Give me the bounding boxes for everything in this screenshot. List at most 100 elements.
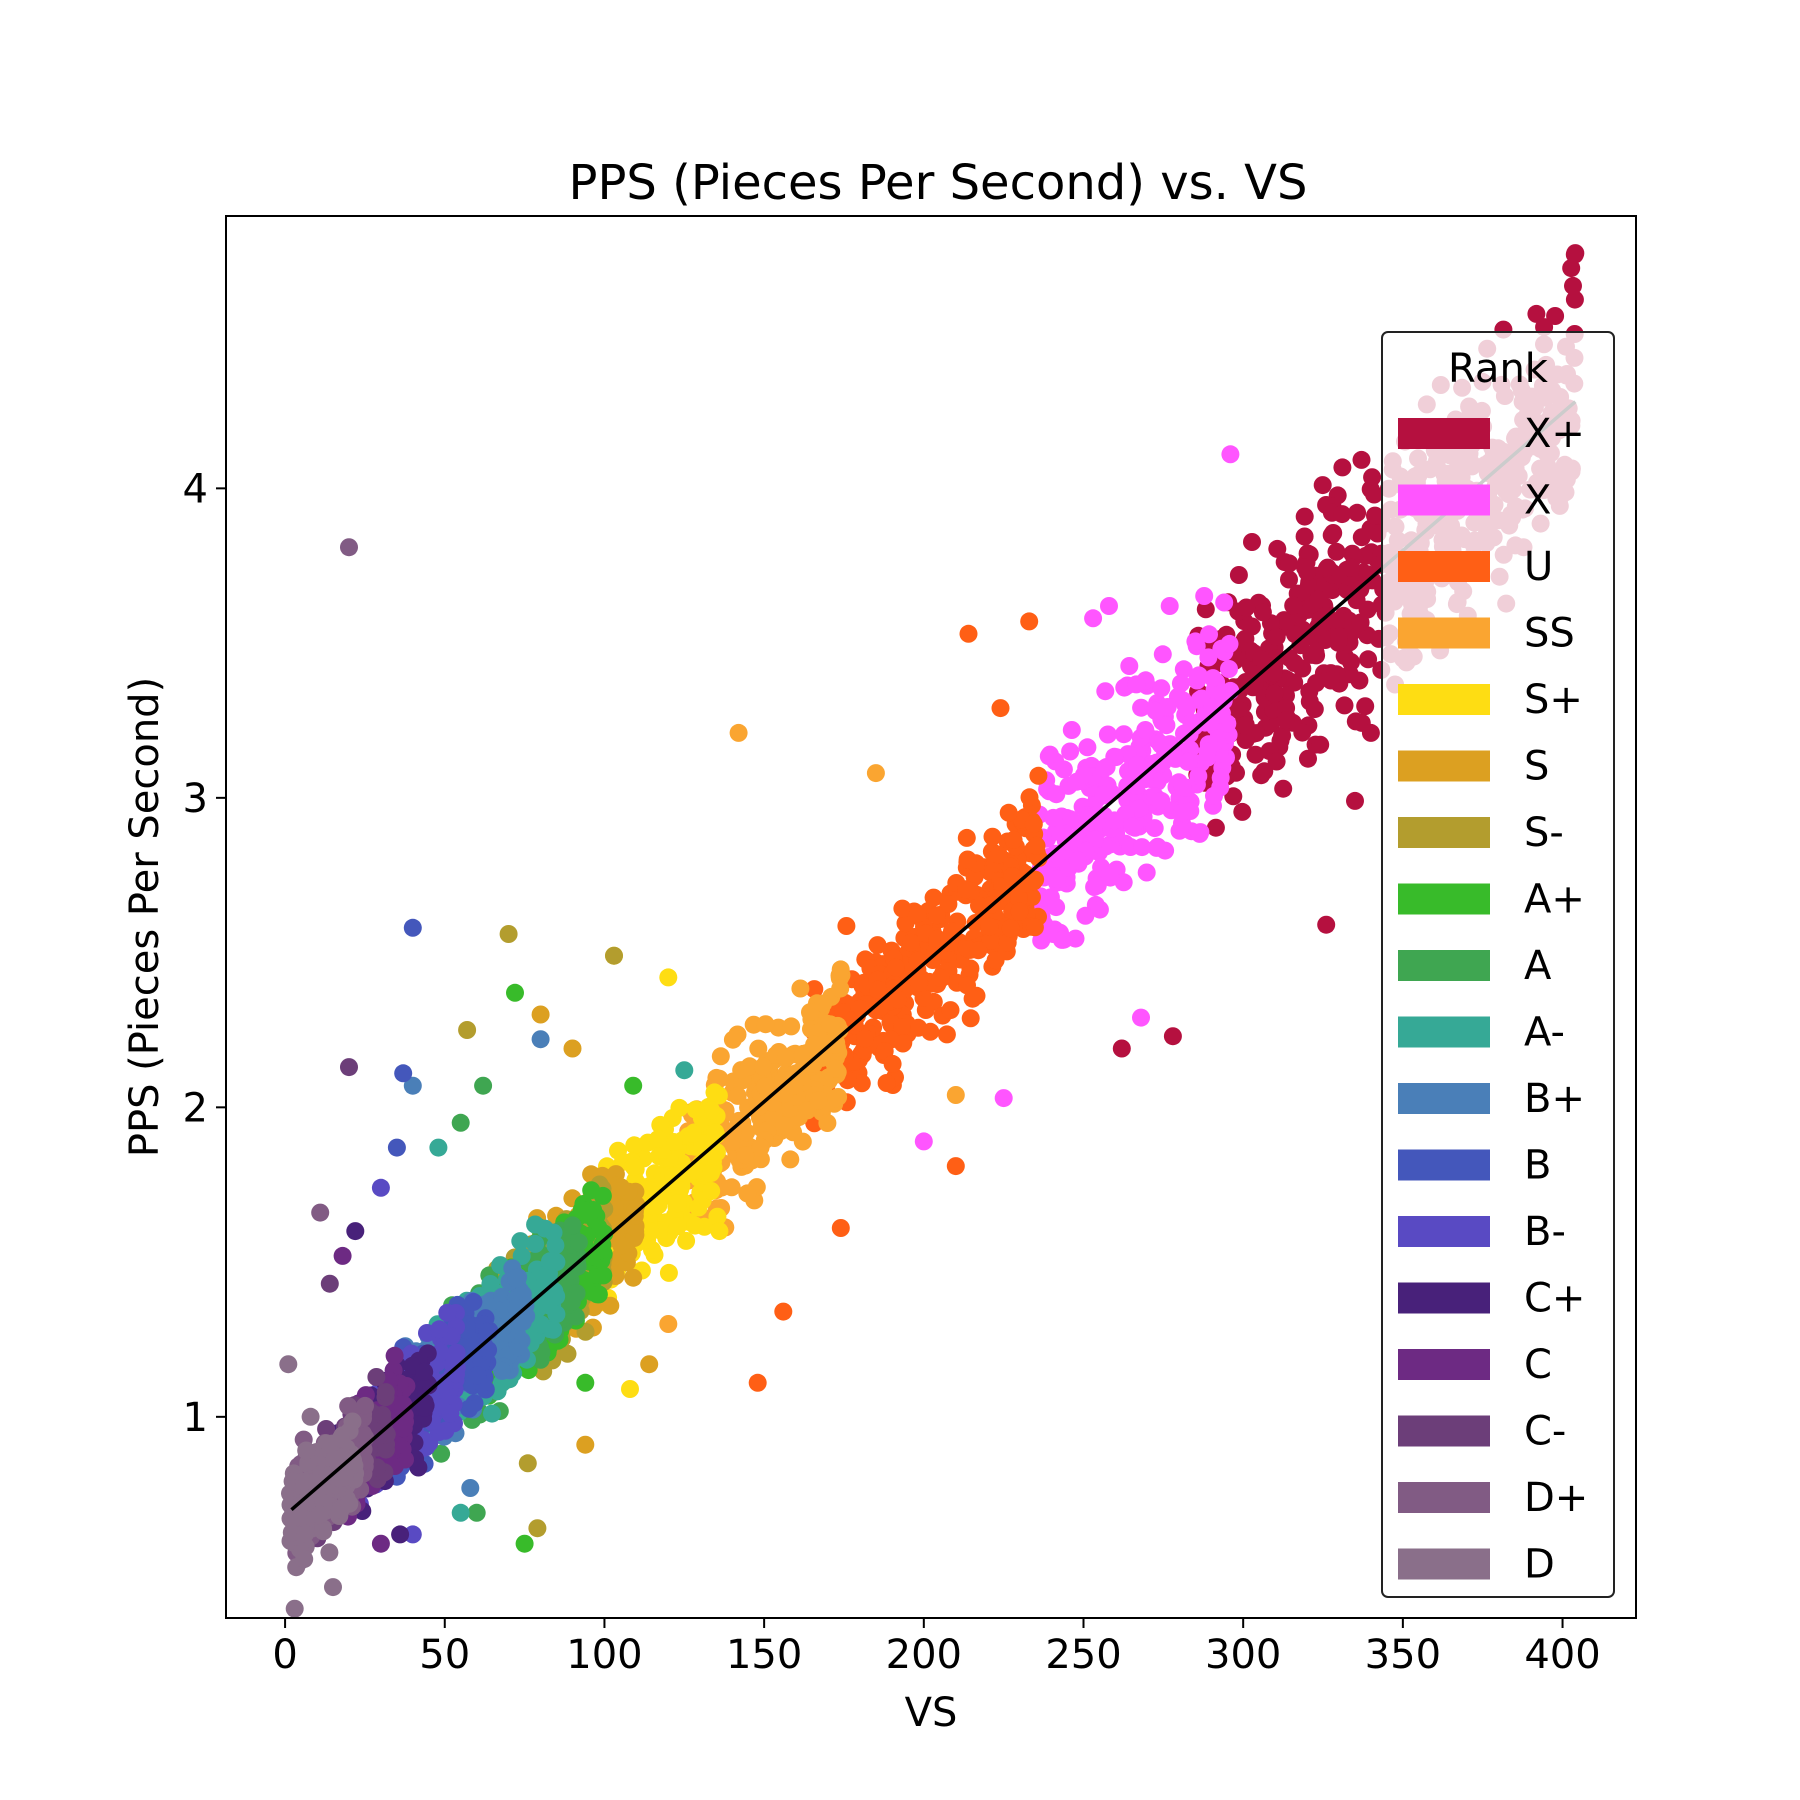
legend-label: D <box>1524 1542 1555 1588</box>
scatter-point <box>415 1398 434 1417</box>
scatter-point <box>1342 653 1360 671</box>
scatter-point <box>385 1346 404 1365</box>
scatter-point <box>1243 533 1261 551</box>
legend-swatch <box>1398 551 1490 582</box>
scatter-point <box>1527 304 1546 323</box>
scatter-point <box>543 1252 561 1271</box>
scatter-point <box>728 1086 747 1105</box>
scatter-point <box>563 1216 582 1235</box>
scatter-point <box>1147 838 1166 857</box>
scatter-point <box>513 1312 532 1331</box>
scatter-point <box>866 764 885 783</box>
scatter-point <box>1044 808 1063 827</box>
scatter-point <box>340 538 358 557</box>
scatter-point <box>1047 898 1066 917</box>
scatter-point <box>483 1404 501 1423</box>
scatter-point <box>1276 711 1295 730</box>
scatter-point <box>1546 307 1565 325</box>
legend-label: S+ <box>1524 677 1583 723</box>
scatter-point <box>1062 721 1081 739</box>
x-axis-label: VS <box>905 1690 958 1736</box>
scatter-point <box>1299 749 1317 768</box>
scatter-point <box>436 1421 455 1440</box>
trend-line <box>290 400 1577 1512</box>
scatter-point <box>1366 506 1384 525</box>
scatter-point <box>957 828 976 847</box>
scatter-point <box>1105 811 1124 830</box>
scatter-point <box>301 1407 320 1426</box>
scatter-point <box>677 1231 696 1250</box>
legend-swatch <box>1398 1282 1490 1314</box>
scatter-point <box>1157 716 1176 735</box>
scatter-point <box>825 1089 844 1108</box>
scatter-point <box>1172 803 1191 822</box>
legend-swatch <box>1398 484 1490 516</box>
scatter-point <box>562 1292 581 1311</box>
scatter-point <box>1114 725 1133 744</box>
scatter-point <box>781 1150 800 1169</box>
scatter-point <box>1061 742 1080 761</box>
scatter-point <box>686 1216 705 1235</box>
scatter-point <box>288 1508 307 1527</box>
scatter-point <box>705 1083 724 1102</box>
scatter-point <box>367 1368 386 1386</box>
scatter-point <box>1120 657 1139 675</box>
chart-title: PPS (Pieces Per Second) vs. VS <box>569 155 1308 211</box>
legend-label: B+ <box>1524 1076 1585 1122</box>
scatter-point <box>659 1315 678 1333</box>
scatter-point <box>668 1194 687 1213</box>
scatter-point <box>1211 768 1230 787</box>
scatter-point <box>1280 554 1299 573</box>
scatter-point <box>451 1113 470 1132</box>
scatter-point <box>1178 698 1197 717</box>
scatter-point <box>314 1522 333 1541</box>
scatter-point <box>1135 770 1154 789</box>
scatter-point <box>649 1196 668 1215</box>
scatter-point <box>751 1138 770 1157</box>
scatter-point <box>737 1123 756 1142</box>
scatter-point <box>958 850 977 869</box>
scatter-point <box>511 1232 530 1251</box>
scatter-point <box>1132 1008 1150 1027</box>
scatter-point <box>1326 612 1345 631</box>
legend-label: C- <box>1524 1409 1566 1455</box>
scatter-point <box>1133 838 1151 857</box>
scatter-point <box>1137 863 1156 882</box>
x-tick-label: 250 <box>1045 1632 1121 1678</box>
legend-swatch <box>1398 1149 1490 1181</box>
legend-label: U <box>1524 544 1553 590</box>
scatter-point <box>826 1059 845 1078</box>
scatter-point <box>927 906 946 925</box>
legend-label: A+ <box>1524 877 1585 923</box>
scatter-point <box>957 880 976 899</box>
scatter-point <box>889 990 908 1009</box>
scatter-point <box>403 1076 422 1095</box>
scatter-point <box>1562 259 1581 278</box>
legend-label: D+ <box>1524 1475 1588 1521</box>
scatter-point <box>946 1086 965 1104</box>
scatter-point <box>1352 528 1371 547</box>
scatter-point <box>1230 701 1249 720</box>
scatter-point <box>1295 527 1314 546</box>
scatter-point <box>1027 836 1046 855</box>
scatter-point <box>1080 808 1099 827</box>
scatter-point <box>756 1077 775 1096</box>
scatter-point <box>754 1057 773 1076</box>
scatter-point <box>1173 778 1192 797</box>
y-axis-label: PPS (Pieces Per Second) <box>122 677 168 1157</box>
scatter-point <box>670 1098 689 1117</box>
scatter-point <box>371 1178 390 1197</box>
scatter-point <box>908 904 927 923</box>
scatter-point <box>576 1435 595 1454</box>
scatter-point <box>432 1444 451 1463</box>
scatter-point <box>1100 597 1118 615</box>
scatter-point <box>387 1138 406 1157</box>
scatter-point <box>1352 450 1371 469</box>
legend-label: X <box>1524 478 1551 524</box>
scatter-point <box>531 1030 550 1049</box>
scatter-point <box>1101 868 1120 887</box>
scatter-point <box>748 1373 767 1392</box>
scatter-point <box>831 1219 850 1237</box>
scatter-point <box>659 1263 678 1282</box>
scatter-point <box>310 1505 329 1524</box>
